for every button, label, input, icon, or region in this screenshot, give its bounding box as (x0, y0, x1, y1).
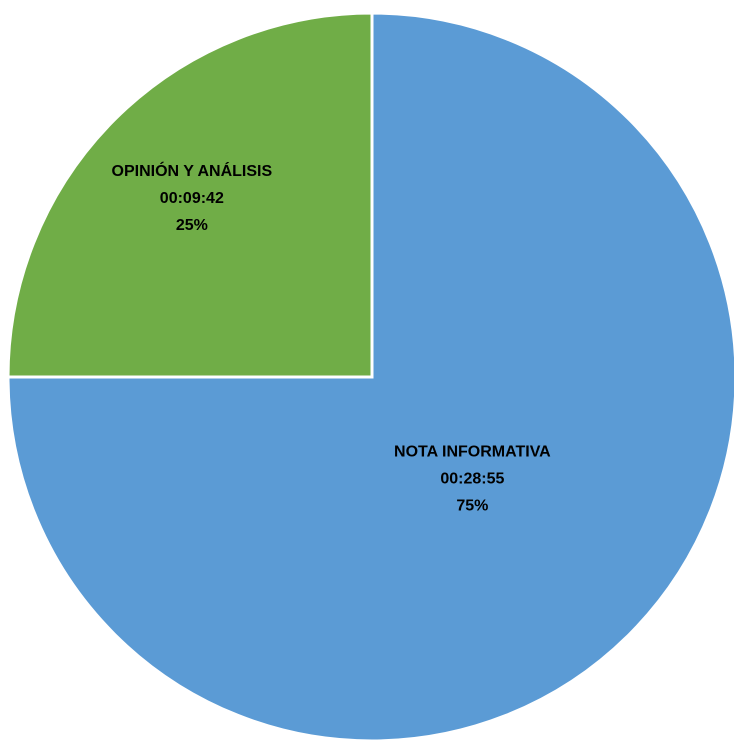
slice-label: NOTA INFORMATIVA (394, 443, 551, 460)
slice-time: 00:09:42 (160, 190, 224, 207)
slice-percent: 75% (456, 497, 488, 514)
pie-labels: NOTA INFORMATIVA 00:28:55 75% OPINIÓN Y ANÁ… (112, 161, 552, 515)
pie-slice (6, 11, 734, 740)
pie-slices (6, 11, 734, 740)
slice-time: 00:28:55 (440, 470, 504, 487)
slice-label: OPINIÓN Y ANÁLISIS (112, 161, 273, 180)
slice-percent: 25% (176, 217, 208, 234)
pie-slice (6, 11, 374, 379)
